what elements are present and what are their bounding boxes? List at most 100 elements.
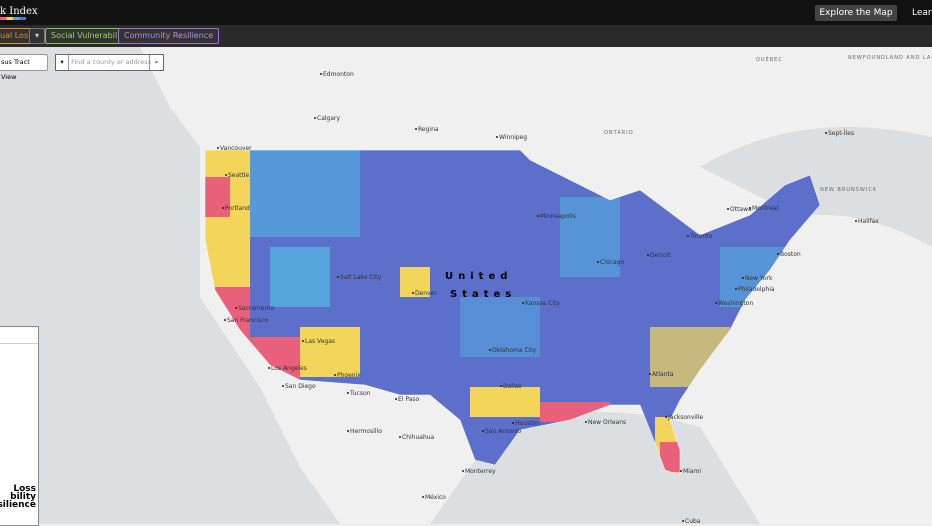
city-dot bbox=[727, 208, 729, 210]
city-dot bbox=[302, 340, 304, 342]
city-label: Toronto bbox=[689, 233, 712, 240]
city-label: Washington bbox=[718, 300, 753, 307]
city-dot bbox=[482, 430, 484, 432]
panel-line: silience bbox=[0, 500, 36, 510]
city-label: Oklahoma City bbox=[492, 347, 537, 354]
city-dot bbox=[235, 307, 237, 309]
region bbox=[460, 297, 540, 357]
city-dot bbox=[347, 430, 349, 432]
search-box[interactable]: ▾ Find a county or address ⌕ bbox=[55, 54, 164, 71]
city-label: San Antonio bbox=[485, 428, 522, 435]
city-label: New York bbox=[745, 275, 773, 282]
city-label: Atlanta bbox=[652, 371, 674, 378]
region-label: ONTARIO bbox=[604, 130, 634, 136]
city-label: Tucson bbox=[349, 390, 371, 397]
tab[interactable]: Community Resilience bbox=[118, 28, 220, 44]
search-placeholder: Find a county or address bbox=[71, 58, 152, 66]
city-label: Chihuahua bbox=[402, 434, 435, 441]
region-label: NEW BRUNSWICK bbox=[820, 187, 877, 193]
city-dot bbox=[268, 367, 270, 369]
search-icon[interactable]: ⌕ bbox=[149, 55, 163, 70]
map[interactable]: COLUMBIAEdmontonCalgaryReginaWinnipegONT… bbox=[0, 47, 932, 524]
city-label: Montreal bbox=[752, 205, 779, 212]
city-label: Edmonton bbox=[323, 71, 354, 78]
city-dot bbox=[665, 416, 667, 418]
city-label: Philadelphia bbox=[738, 286, 775, 293]
city-dot bbox=[337, 276, 339, 278]
city-dot bbox=[422, 496, 424, 498]
city-label: Salt Lake City bbox=[340, 274, 382, 281]
search-dropdown[interactable]: ▾ bbox=[56, 55, 69, 70]
city-dot bbox=[735, 288, 737, 290]
logo-squares bbox=[0, 17, 26, 20]
gulf-st-lawrence bbox=[700, 127, 932, 247]
dropdown[interactable]: ▾ bbox=[29, 28, 45, 44]
city-label: Cuba bbox=[685, 518, 701, 524]
city-dot bbox=[217, 147, 219, 149]
city-dot bbox=[687, 235, 689, 237]
tab-bar: ual Loss ▾ Social Vulnerability Communit… bbox=[0, 25, 932, 47]
city-dot bbox=[222, 207, 224, 209]
city-dot bbox=[825, 132, 827, 134]
city-dot bbox=[314, 117, 316, 119]
city-dot bbox=[415, 128, 417, 130]
panel-text: Loss bility silience bbox=[0, 485, 36, 510]
explore-button[interactable]: Explore the Map bbox=[815, 5, 897, 21]
city-dot bbox=[647, 254, 649, 256]
region bbox=[400, 267, 430, 297]
country-label: States bbox=[450, 289, 516, 300]
city-label: Sept-Îles bbox=[828, 130, 854, 137]
region bbox=[250, 150, 360, 237]
city-dot bbox=[537, 215, 539, 217]
city-label: Phoenix bbox=[337, 372, 361, 379]
city-label: San Diego bbox=[285, 383, 316, 390]
city-label: Los Angeles bbox=[271, 365, 307, 372]
view-button[interactable]: sus Tract View bbox=[0, 54, 48, 81]
city-label: Halifax bbox=[858, 218, 879, 225]
city-dot bbox=[855, 220, 857, 222]
legend-panel: Loss bility silience bbox=[0, 326, 39, 526]
city-label: Hermosillo bbox=[350, 428, 382, 435]
country-label: United bbox=[445, 271, 512, 282]
city-dot bbox=[597, 261, 599, 263]
panel-rule bbox=[0, 327, 38, 344]
region bbox=[300, 327, 360, 377]
learn-link[interactable]: Learn bbox=[912, 8, 932, 18]
city-label: Detroit bbox=[650, 252, 671, 259]
city-dot bbox=[496, 136, 498, 138]
city-dot bbox=[715, 302, 717, 304]
region-label: NEWFOUNDLAND AND LABRADOR bbox=[848, 55, 932, 61]
city-label: Monterrey bbox=[465, 468, 496, 475]
city-dot bbox=[412, 292, 414, 294]
city-dot bbox=[522, 302, 524, 304]
city-dot bbox=[512, 422, 514, 424]
city-label: New Orleans bbox=[588, 419, 626, 426]
city-dot bbox=[682, 520, 684, 522]
pacific bbox=[0, 47, 340, 524]
city-label: Houston bbox=[515, 420, 540, 427]
city-label: Jacksonville bbox=[667, 414, 703, 421]
region bbox=[560, 197, 620, 277]
city-dot bbox=[777, 253, 779, 255]
panel-line: bility bbox=[10, 492, 36, 502]
city-label: Las Vegas bbox=[305, 338, 335, 345]
city-label: San Francisco bbox=[227, 317, 269, 324]
city-dot bbox=[500, 385, 502, 387]
city-label: Kansas City bbox=[525, 300, 560, 307]
logo[interactable]: k Index bbox=[0, 6, 38, 17]
city-label: Miami bbox=[683, 468, 701, 475]
city-label: Vancouver bbox=[220, 145, 252, 152]
city-label: Portland bbox=[225, 205, 250, 212]
city-dot bbox=[282, 385, 284, 387]
city-dot bbox=[680, 470, 682, 472]
region-label: QUÉBEC bbox=[756, 55, 783, 63]
region bbox=[660, 442, 680, 472]
city-label: Ottawa bbox=[730, 206, 752, 213]
city-dot bbox=[585, 421, 587, 423]
city-label: Seattle bbox=[228, 172, 250, 179]
city-dot bbox=[320, 73, 322, 75]
city-label: Dallas bbox=[503, 383, 521, 390]
region bbox=[270, 247, 330, 307]
city-label: Chicago bbox=[600, 259, 624, 266]
